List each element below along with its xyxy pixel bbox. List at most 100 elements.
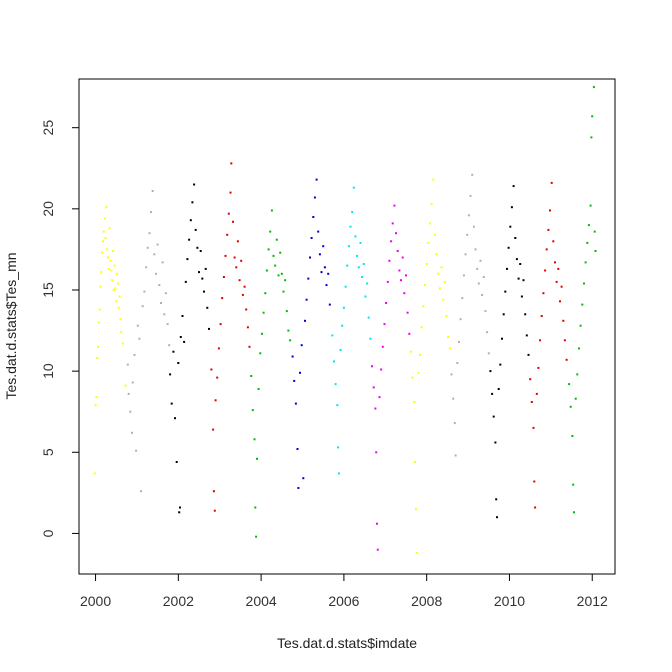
- data-point: [440, 266, 443, 269]
- data-point: [297, 487, 300, 489]
- data-point: [201, 277, 204, 280]
- data-point: [492, 415, 495, 418]
- data-point: [172, 350, 175, 353]
- data-point: [93, 472, 96, 475]
- series-4: [250, 209, 292, 538]
- data-point: [442, 298, 445, 301]
- data-point: [304, 319, 306, 322]
- data-point: [248, 345, 251, 348]
- data-point: [499, 363, 502, 366]
- data-point: [469, 194, 472, 197]
- data-point: [578, 347, 580, 350]
- data-point: [371, 365, 373, 368]
- data-point: [380, 368, 383, 371]
- data-point: [381, 345, 384, 348]
- data-point: [97, 321, 100, 324]
- data-point: [238, 279, 241, 282]
- data-point: [549, 209, 551, 212]
- data-point: [168, 344, 171, 347]
- data-point: [594, 250, 597, 252]
- data-point: [186, 258, 189, 261]
- data-point: [272, 254, 275, 257]
- data-point: [376, 522, 378, 525]
- data-point: [206, 306, 209, 309]
- data-point: [408, 332, 411, 335]
- data-point: [325, 284, 328, 287]
- data-point: [390, 240, 393, 243]
- data-point: [572, 483, 575, 486]
- data-point: [163, 313, 166, 316]
- data-point: [474, 248, 477, 251]
- data-point: [414, 508, 417, 511]
- data-point: [509, 225, 512, 228]
- data-point: [98, 308, 101, 311]
- data-point: [362, 263, 365, 265]
- data-point: [375, 451, 378, 454]
- data-point: [456, 362, 459, 364]
- series-12: [568, 86, 597, 514]
- data-point: [476, 267, 479, 270]
- data-point: [256, 457, 258, 460]
- data-point: [565, 358, 568, 361]
- data-point: [97, 345, 99, 348]
- data-point: [579, 324, 582, 327]
- data-point: [334, 383, 337, 386]
- data-point: [193, 183, 196, 186]
- y-tick-label: 20: [40, 201, 56, 217]
- data-point: [534, 506, 537, 509]
- data-point: [337, 472, 340, 475]
- data-point: [372, 386, 375, 389]
- data-point: [95, 396, 98, 399]
- data-point: [119, 318, 122, 321]
- data-point: [339, 349, 342, 351]
- data-point: [581, 303, 584, 306]
- series-10: [489, 185, 530, 519]
- data-point: [224, 254, 227, 257]
- data-point: [245, 308, 248, 311]
- data-point: [471, 173, 474, 176]
- data-point: [540, 315, 543, 317]
- data-point: [336, 404, 339, 407]
- data-point: [100, 271, 103, 274]
- data-point: [403, 292, 406, 295]
- data-point: [464, 253, 467, 256]
- data-point: [374, 407, 377, 410]
- data-point: [175, 461, 178, 463]
- data-point: [461, 297, 464, 300]
- data-point: [216, 376, 219, 379]
- data-point: [112, 289, 115, 291]
- data-point: [103, 217, 106, 220]
- data-point: [344, 285, 347, 288]
- data-point: [557, 267, 560, 270]
- data-point: [116, 282, 119, 285]
- data-point: [156, 243, 159, 246]
- data-point: [477, 282, 480, 285]
- data-point: [99, 285, 102, 288]
- data-point: [517, 277, 520, 280]
- data-point: [250, 375, 253, 377]
- data-point: [117, 306, 120, 309]
- data-point: [466, 233, 469, 236]
- data-point: [411, 376, 414, 379]
- data-point: [533, 480, 536, 483]
- data-point: [124, 384, 127, 387]
- y-axis-title: Tes.dat.d.stats$Tes_mn: [3, 252, 19, 399]
- data-point: [584, 261, 587, 264]
- series-6: [331, 186, 372, 475]
- data-point: [145, 266, 148, 269]
- data-point: [291, 355, 294, 358]
- data-point: [504, 290, 507, 293]
- data-point: [113, 264, 116, 267]
- data-point: [448, 347, 451, 350]
- data-point: [569, 405, 572, 408]
- data-point: [501, 337, 503, 340]
- data-point: [323, 266, 326, 269]
- data-point: [356, 254, 359, 257]
- data-point: [293, 379, 296, 382]
- data-point: [133, 353, 136, 356]
- y-tick-label: 10: [40, 363, 56, 379]
- data-point: [274, 264, 277, 267]
- y-axis: 0 5 10 15 20 25: [40, 120, 80, 537]
- data-point: [279, 251, 282, 254]
- data-point: [150, 211, 152, 214]
